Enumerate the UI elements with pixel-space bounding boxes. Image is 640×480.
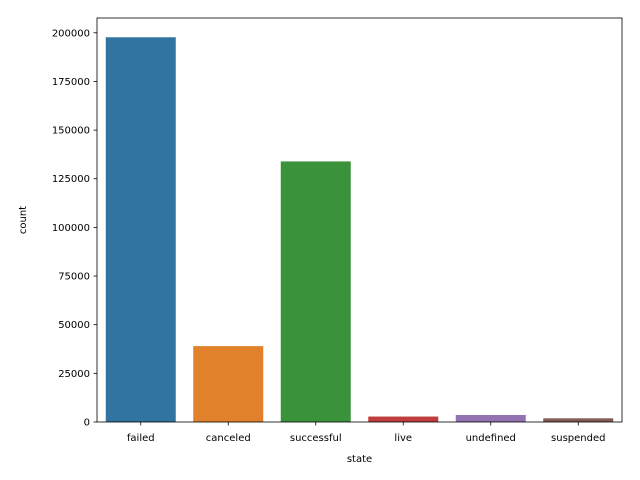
x-tick-label: suspended (551, 433, 605, 444)
bar-failed (105, 37, 176, 422)
y-tick-label: 125000 (52, 174, 90, 185)
x-tick-label: undefined (466, 433, 516, 444)
y-axis-label: count (18, 206, 29, 234)
y-tick-label: 25000 (58, 369, 90, 380)
x-tick-label: live (394, 433, 412, 444)
y-tick-label: 0 (84, 418, 90, 429)
y-tick-label: 100000 (52, 223, 90, 234)
y-tick-label: 75000 (58, 272, 90, 283)
x-tick-label: canceled (206, 433, 251, 444)
bar-suspended (543, 418, 614, 422)
x-axis-label: state (347, 454, 372, 465)
x-tick-label: failed (127, 433, 155, 444)
bars-group (105, 37, 614, 422)
bar-successful (280, 161, 351, 422)
bar-canceled (193, 346, 264, 422)
y-tick-label: 150000 (52, 126, 90, 137)
y-tick-label: 50000 (58, 320, 90, 331)
bar-live (368, 416, 439, 422)
plot-frame (96, 17, 623, 423)
y-tick-label: 200000 (52, 28, 90, 39)
x-tick-label: successful (290, 433, 342, 444)
y-tick-label: 175000 (52, 77, 90, 88)
x-axis-ticks: failed canceled successful live undefined sus… (127, 422, 605, 444)
y-axis-ticks: 0 25000 50000 75000 100000 125000 150000 175000… (52, 28, 97, 429)
bar-undefined (455, 414, 526, 422)
